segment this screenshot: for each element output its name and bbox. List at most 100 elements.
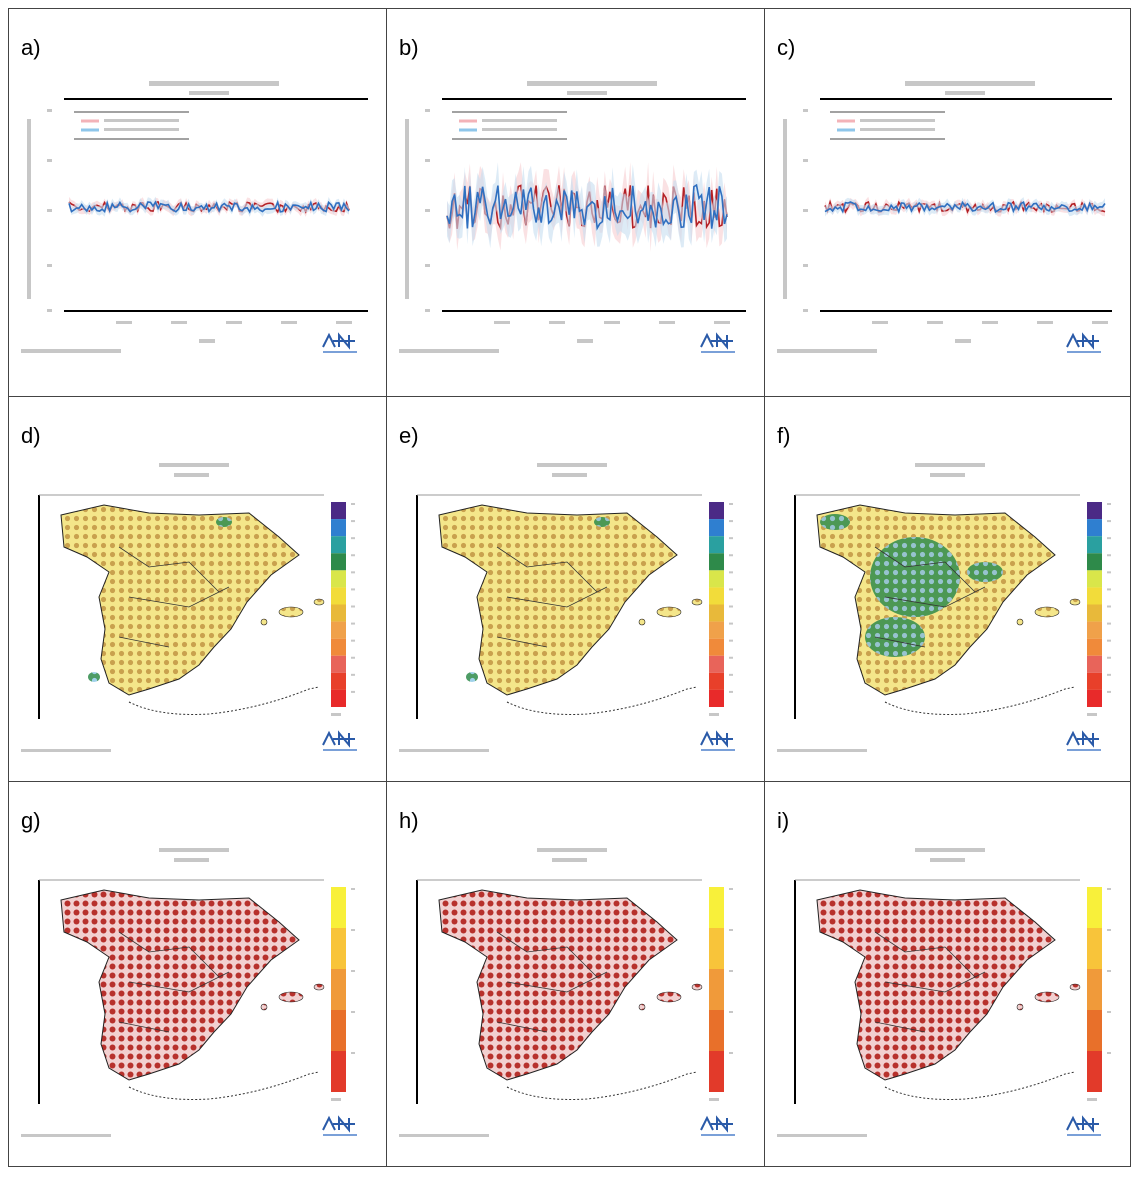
border <box>118 931 230 1033</box>
coast-africa <box>884 1071 1076 1100</box>
blurred-text <box>47 159 52 162</box>
blurred-text <box>351 1011 355 1013</box>
logo-sub <box>323 351 357 353</box>
coast-africa <box>128 1071 320 1100</box>
blurred-text <box>803 209 808 212</box>
colorbar-segment <box>331 1051 346 1092</box>
land <box>60 889 300 1081</box>
colorbar-segment <box>1087 553 1102 571</box>
island <box>1016 1003 1024 1011</box>
blurred-text <box>1107 639 1111 642</box>
blurred-text <box>537 848 607 852</box>
blurred-text <box>915 463 985 467</box>
colorbar-segment <box>709 638 724 656</box>
colorbar-segment <box>331 587 346 605</box>
blurred-text <box>1107 1011 1111 1013</box>
blurred-text <box>1087 1098 1097 1101</box>
land-patch <box>967 562 1003 582</box>
spread-band <box>69 196 349 217</box>
island <box>638 618 646 626</box>
colorbar-segment <box>1087 655 1102 673</box>
blurred-text <box>1107 503 1111 505</box>
blurred-text <box>159 848 229 852</box>
colorbar-segment <box>331 570 346 588</box>
logo-mark <box>322 730 355 748</box>
panel-label: g) <box>21 808 41 833</box>
blurred-text <box>729 1052 733 1054</box>
blurred-text <box>351 571 355 574</box>
blurred-text <box>729 520 733 523</box>
blurred-text <box>425 159 430 162</box>
blurred-text <box>425 209 430 212</box>
blurred-text <box>104 119 179 122</box>
blurred-text <box>783 119 787 299</box>
land-patch <box>216 517 232 527</box>
coast-africa <box>884 686 1076 715</box>
colorbar-segment <box>1087 1010 1102 1051</box>
island <box>638 1003 646 1011</box>
colorbar-segment <box>331 553 346 571</box>
series-line <box>446 183 728 231</box>
panel-graphic <box>399 463 735 752</box>
border <box>118 546 230 648</box>
blurred-text <box>1092 321 1108 324</box>
colorbar-segment <box>1087 570 1102 588</box>
logo-sub <box>701 1134 735 1136</box>
colorbar-segment <box>331 638 346 656</box>
land <box>438 889 678 1081</box>
panel-graphic <box>21 848 357 1137</box>
blurred-text <box>729 588 733 591</box>
colorbar-segment <box>709 689 724 707</box>
colorbar-segment <box>709 570 724 588</box>
island <box>1034 991 1060 1003</box>
panel-label: d) <box>21 423 41 448</box>
island <box>1034 606 1060 618</box>
coast-africa <box>506 686 698 715</box>
island <box>260 618 268 626</box>
island <box>260 1003 268 1011</box>
colorbar-segment <box>709 536 724 554</box>
blurred-text <box>116 321 132 324</box>
blurred-text <box>199 339 215 343</box>
border <box>874 546 986 648</box>
panel: d) <box>8 396 387 782</box>
blurred-text <box>729 690 733 693</box>
colorbar-segment <box>331 519 346 537</box>
blurred-text <box>567 91 607 95</box>
spread-band <box>447 162 727 249</box>
blurred-text <box>351 554 355 557</box>
coast-africa <box>128 686 320 715</box>
series-line <box>68 199 350 214</box>
colorbar-segment <box>1087 621 1102 639</box>
coast-africa <box>506 1071 698 1100</box>
blurred-text <box>1107 554 1111 557</box>
logo-sub <box>1067 1134 1101 1136</box>
blurred-text <box>1087 713 1097 716</box>
blurred-text <box>659 321 675 324</box>
blurred-text <box>425 264 430 267</box>
logo-mark <box>322 332 355 350</box>
border <box>496 546 608 648</box>
colorbar-segment <box>1087 672 1102 690</box>
panel: f) <box>764 396 1131 782</box>
colorbar-segment <box>709 587 724 605</box>
blurred-text <box>714 321 730 324</box>
blurred-text <box>174 473 209 477</box>
blurred-text <box>729 503 733 505</box>
blurred-text <box>399 749 489 752</box>
blurred-text <box>226 321 242 324</box>
panel-label: c) <box>777 35 796 60</box>
blurred-text <box>552 473 587 477</box>
blurred-text <box>1107 929 1111 931</box>
blurred-text <box>729 605 733 608</box>
blurred-text <box>281 321 297 324</box>
blurred-text <box>860 119 935 122</box>
colorbar-segment <box>709 1051 724 1092</box>
island <box>1016 618 1024 626</box>
blurred-text <box>1107 588 1111 591</box>
blurred-text <box>982 321 998 324</box>
island <box>278 606 304 618</box>
panel: i) <box>764 781 1131 1167</box>
blurred-text <box>399 349 499 353</box>
